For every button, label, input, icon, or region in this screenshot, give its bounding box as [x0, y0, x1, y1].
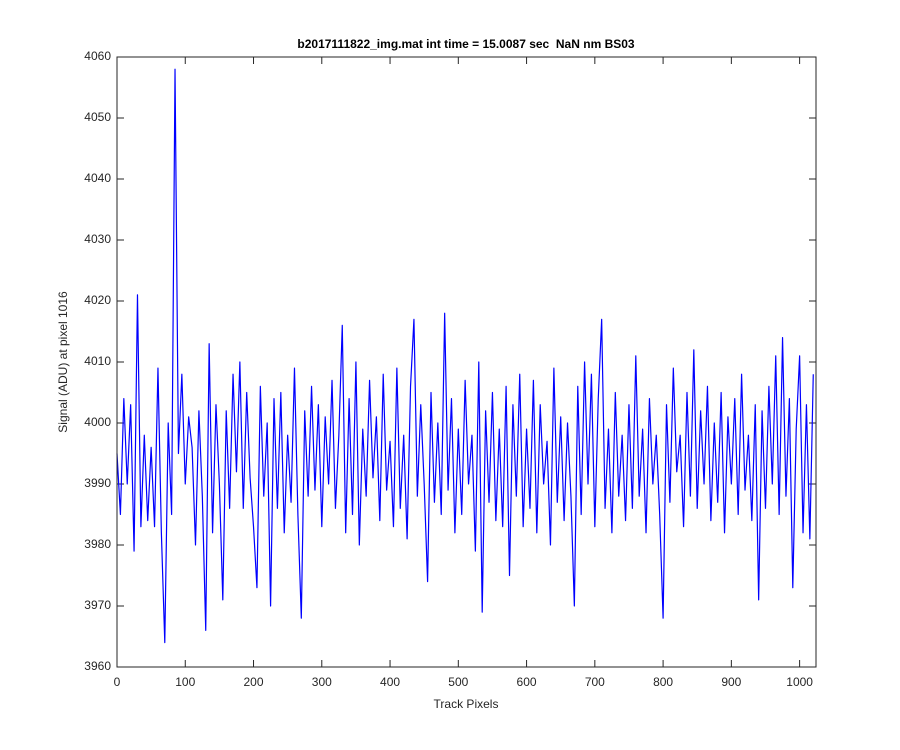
x-tick-label: 1000 [786, 675, 813, 689]
y-tick-label: 4040 [84, 171, 111, 185]
x-tick-label: 200 [244, 675, 264, 689]
y-tick-label: 3980 [84, 537, 111, 551]
y-tick-label: 3990 [84, 476, 111, 490]
chart-title: b2017111822_img.mat int time = 15.0087 s… [297, 37, 635, 51]
x-tick-label: 300 [312, 675, 332, 689]
y-tick-label: 4010 [84, 354, 111, 368]
x-tick-label: 900 [721, 675, 741, 689]
y-tick-label: 3960 [84, 659, 111, 673]
x-tick-label: 100 [175, 675, 195, 689]
y-tick-label: 3970 [84, 598, 111, 612]
x-tick-label: 500 [448, 675, 468, 689]
axes-box [116, 56, 817, 668]
y-tick-label: 4030 [84, 232, 111, 246]
plot-area [117, 57, 816, 667]
y-tick-label: 4060 [84, 49, 111, 63]
x-tick-label: 800 [653, 675, 673, 689]
y-tick-label: 4000 [84, 415, 111, 429]
y-tick-label: 4020 [84, 293, 111, 307]
data-line [116, 68, 814, 644]
x-axis-label: Track Pixels [434, 697, 499, 711]
x-tick-label: 400 [380, 675, 400, 689]
y-axis-label: Signal (ADU) at pixel 1016 [56, 291, 70, 433]
x-tick-label: 600 [517, 675, 537, 689]
x-tick-label: 700 [585, 675, 605, 689]
y-tick-label: 4050 [84, 110, 111, 124]
x-tick-label: 0 [114, 675, 121, 689]
